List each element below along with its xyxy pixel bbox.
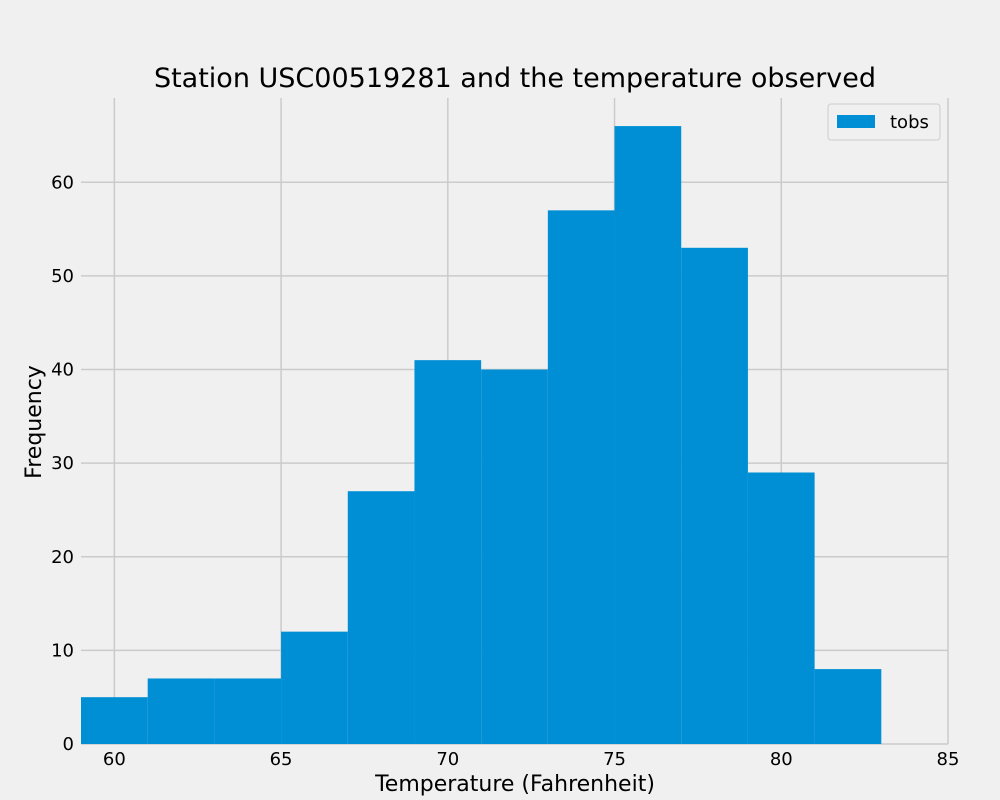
y-tick-label-20: 20 (51, 547, 74, 568)
legend: tobs (827, 103, 941, 141)
y-tick-label-10: 10 (51, 640, 74, 661)
bar-63-65 (214, 678, 282, 744)
legend-swatch (837, 115, 875, 128)
bar-69-71 (414, 360, 482, 744)
chart-title: Station USC00519281 and the temperature … (154, 63, 876, 94)
x-tick-label-75: 75 (603, 749, 626, 770)
bar-61-63 (147, 678, 215, 744)
bar-75-77 (614, 126, 682, 744)
x-tick-label-80: 80 (770, 749, 793, 770)
x-tick-label-65: 65 (270, 749, 293, 770)
legend-box (827, 103, 941, 141)
y-tick-label-60: 60 (51, 172, 74, 193)
y-tick-label-0: 0 (63, 734, 74, 755)
bar-77-79 (681, 247, 748, 744)
x-axis-label: Temperature (Fahrenheit) (374, 772, 655, 797)
y-tick-labels: 0 10 20 30 40 50 60 (51, 172, 74, 755)
bar-71-73 (481, 369, 548, 744)
y-axis-label: Frequency (22, 365, 47, 479)
histogram-bars (81, 126, 882, 744)
y-tick-label-50: 50 (51, 266, 74, 287)
x-tick-labels: 60 65 70 75 80 85 (103, 749, 960, 770)
bar-81-83 (814, 669, 882, 744)
y-tick-label-40: 40 (51, 360, 74, 381)
y-tick-label-30: 30 (51, 453, 74, 474)
bar-73-75 (547, 210, 615, 744)
bar-59-61 (81, 697, 148, 744)
x-tick-label-70: 70 (436, 749, 459, 770)
bar-79-81 (747, 472, 815, 744)
x-tick-label-85: 85 (937, 749, 960, 770)
bar-67-69 (347, 491, 415, 744)
bar-65-67 (281, 631, 348, 744)
x-tick-label-60: 60 (103, 749, 126, 770)
legend-label-tobs: tobs (890, 112, 929, 133)
